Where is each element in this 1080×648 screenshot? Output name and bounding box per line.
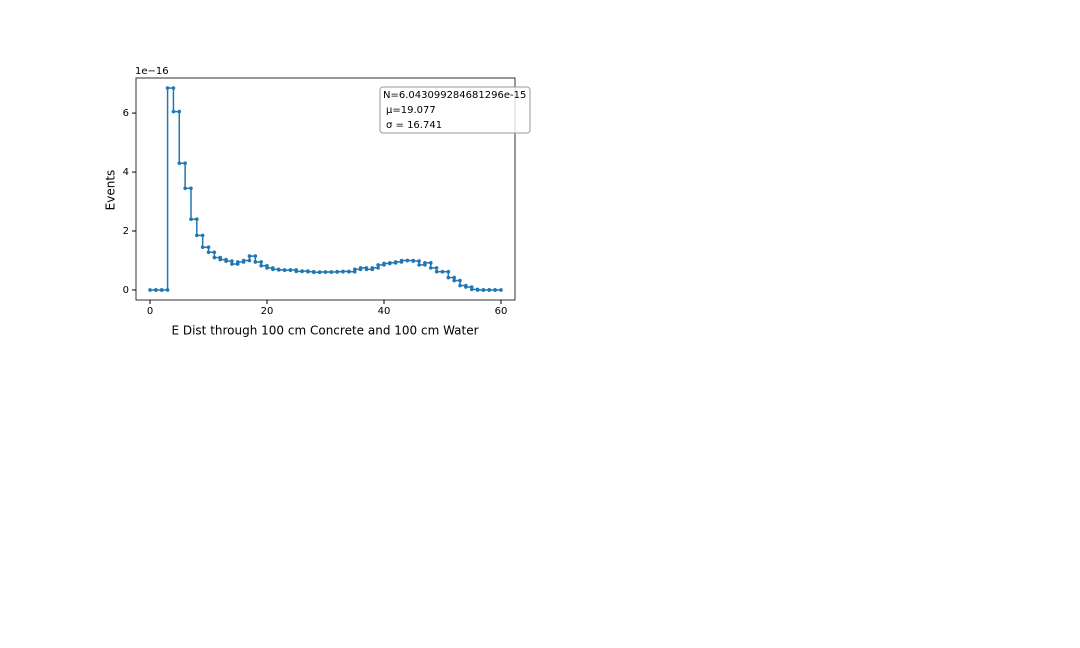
marker <box>276 268 281 272</box>
legend-text: μ=19.077 <box>386 105 436 116</box>
marker <box>393 260 398 264</box>
marker <box>235 260 240 264</box>
marker <box>224 259 228 263</box>
marker <box>464 285 468 289</box>
marker <box>265 266 269 270</box>
marker <box>399 258 404 263</box>
y-tick-label: 0 <box>123 285 129 296</box>
marker <box>469 287 474 292</box>
marker <box>177 161 182 166</box>
legend-text: σ = 16.741 <box>386 120 442 131</box>
y-offset-label: 1e−16 <box>135 66 169 77</box>
marker <box>282 268 287 273</box>
marker <box>218 257 223 262</box>
x-tick-label: 20 <box>261 306 274 317</box>
marker <box>317 270 322 274</box>
marker <box>230 262 234 266</box>
marker <box>358 266 363 270</box>
marker <box>271 267 275 272</box>
marker <box>323 270 328 274</box>
marker <box>376 263 380 267</box>
marker <box>475 288 480 292</box>
marker <box>165 288 170 292</box>
marker <box>352 267 357 272</box>
marker <box>364 267 369 272</box>
marker <box>253 260 258 264</box>
x-tick-label: 40 <box>378 306 391 317</box>
marker <box>499 288 503 292</box>
marker <box>183 186 187 191</box>
marker <box>493 288 497 292</box>
marker <box>241 258 246 263</box>
marker <box>481 288 486 292</box>
y-tick-label: 4 <box>123 167 129 178</box>
marker <box>312 270 316 275</box>
legend-text: N=6.043099284681296e-15 <box>383 90 526 101</box>
marker <box>458 283 462 288</box>
marker <box>452 278 456 283</box>
marker <box>195 233 199 238</box>
marker <box>434 269 439 274</box>
marker <box>171 109 176 114</box>
marker <box>417 263 421 267</box>
marker <box>148 288 152 292</box>
marker <box>259 264 263 268</box>
marker <box>306 269 310 274</box>
marker <box>370 266 375 270</box>
marker <box>446 275 451 280</box>
marker <box>428 266 433 270</box>
marker <box>423 261 427 265</box>
marker <box>382 261 386 266</box>
marker <box>347 269 351 274</box>
marker <box>154 288 158 292</box>
marker <box>165 86 170 90</box>
marker <box>247 254 252 258</box>
marker <box>376 266 380 270</box>
marker <box>200 245 205 250</box>
marker <box>171 86 176 90</box>
marker <box>341 269 345 274</box>
marker <box>300 269 304 273</box>
y-tick-label: 6 <box>123 108 129 119</box>
marker <box>189 217 193 222</box>
marker <box>388 261 392 265</box>
marker <box>411 259 416 263</box>
legend-box <box>379 86 531 134</box>
marker <box>206 250 211 255</box>
marker <box>288 268 293 272</box>
x-tick-label: 60 <box>495 306 508 317</box>
marker <box>440 269 445 274</box>
x-axis-label: E Dist through 100 cm Concrete and 100 c… <box>171 324 478 338</box>
marker <box>405 258 410 263</box>
marker <box>212 255 217 260</box>
marker <box>294 269 299 274</box>
x-tick-label: 0 <box>147 306 153 317</box>
y-tick-label: 2 <box>123 226 129 237</box>
marker <box>335 269 339 274</box>
y-axis-label: Events <box>104 170 118 211</box>
marker <box>159 288 164 292</box>
marker <box>487 288 492 292</box>
marker <box>329 270 334 274</box>
axes-frame <box>135 77 516 301</box>
